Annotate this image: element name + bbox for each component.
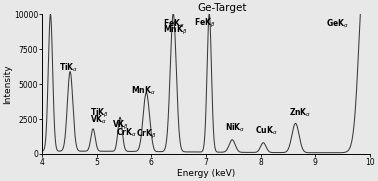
- Text: CrK$_{\beta}$: CrK$_{\beta}$: [136, 128, 157, 141]
- Text: TiK$_{\alpha}$: TiK$_{\alpha}$: [59, 62, 78, 74]
- Text: ZnK$_{\alpha}$: ZnK$_{\alpha}$: [289, 107, 311, 119]
- Text: FeK$_{\alpha}$: FeK$_{\alpha}$: [163, 17, 185, 30]
- Y-axis label: Intensity: Intensity: [3, 64, 12, 104]
- Text: CrK$_{\alpha}$: CrK$_{\alpha}$: [116, 126, 137, 139]
- Text: MnK$_{\alpha}$: MnK$_{\alpha}$: [131, 84, 155, 97]
- Text: VK$_{\beta}$: VK$_{\beta}$: [112, 119, 129, 132]
- Title: Ge-Target: Ge-Target: [198, 3, 247, 13]
- Text: MnK$_{\beta}$: MnK$_{\beta}$: [163, 24, 188, 37]
- Text: GeK$_{\alpha}$: GeK$_{\alpha}$: [326, 17, 349, 30]
- Text: NiK$_{\alpha}$: NiK$_{\alpha}$: [225, 122, 246, 134]
- X-axis label: Energy (keV): Energy (keV): [177, 169, 235, 178]
- Text: FeK$_{\beta}$: FeK$_{\beta}$: [194, 16, 215, 30]
- Text: TiK$_{\beta}$: TiK$_{\beta}$: [90, 107, 109, 120]
- Text: CuK$_{\alpha}$: CuK$_{\alpha}$: [255, 125, 277, 137]
- Text: VK$_{\alpha}$: VK$_{\alpha}$: [90, 113, 107, 126]
